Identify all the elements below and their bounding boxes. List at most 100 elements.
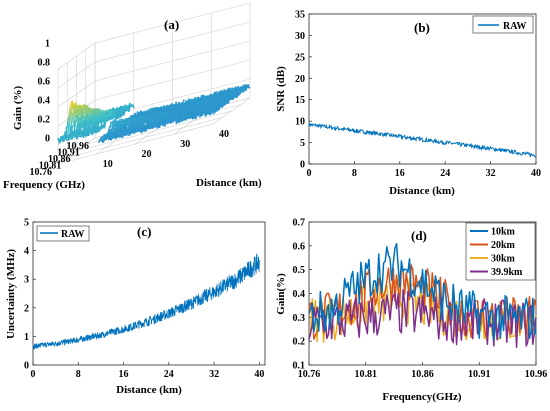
panel-a-surface-segment: [235, 89, 238, 92]
panel-a-surface-segment: [213, 104, 216, 107]
panel-a-frequency-tick-label: 10.86: [48, 154, 71, 165]
panel-a: (a) 00.20.40.60.81 10.9610.9110.8610.811…: [3, 2, 262, 191]
panel-a-surface-segment: [208, 112, 211, 115]
panel-a-surface-segment: [156, 115, 159, 119]
panel-d-ticks: 10.76 10.81 10.86 10.91 10.960.10.20.30.40.5…: [293, 218, 548, 381]
panel-a-z-tick-label: 0: [45, 134, 50, 145]
panel-a-surface-segment: [235, 96, 237, 99]
panel-a-surface-segment: [81, 116, 84, 119]
panel-c-x-tick-label: 8: [76, 369, 81, 380]
panel-c-raw-noise-band: [32, 253, 260, 350]
panel-a-surface-segment: [118, 127, 121, 131]
panel-c-y-tick-label: 5: [24, 218, 29, 229]
panel-a-surface-segment: [82, 120, 85, 125]
panel-c-ticks: 0 8 16 24 32 40 0 1 2 3 4 5: [24, 218, 264, 381]
panel-c-axes-box: [32, 221, 266, 366]
panel-a-surface-segment: [128, 132, 132, 136]
panel-a-surface-segment: [206, 97, 209, 100]
panel-a-surface-segment: [130, 129, 133, 132]
panel-a-surface-segment: [145, 124, 148, 131]
panel-a-surface-segment: [159, 123, 163, 126]
panel-a-surface-segment: [114, 123, 117, 128]
panel-a-surface-segment: [80, 134, 83, 137]
panel-a-surface-segment: [123, 131, 126, 135]
panel-a-surface-segment: [70, 122, 73, 126]
panel-a-surface-segment: [214, 92, 217, 95]
panel-a-surface-segment: [68, 106, 72, 112]
panel-a-surface-segment: [70, 110, 73, 115]
panel-a-surface-segment: [125, 122, 128, 125]
panel-a-surface-segment: [134, 128, 136, 130]
panel-b-legend: RAW: [472, 15, 534, 34]
panel-b-y-tick-label: 35: [295, 10, 305, 21]
panel-a-surface-segment: [164, 119, 168, 122]
panel-a-surface-segment: [68, 121, 71, 125]
panel-a-surface-segment: [182, 112, 185, 115]
panel-a-surface-segment: [231, 90, 233, 93]
panel-a-surface-segment: [93, 113, 96, 121]
panel-a-surface-segment: [78, 113, 81, 117]
panel-a-surface-segment: [216, 97, 219, 100]
panel-a-surface-segment: [98, 110, 101, 113]
panel-a-z-tick-label: 0.8: [38, 58, 51, 69]
panel-a-surface-segment: [79, 128, 82, 131]
panel-a-surface-segment: [146, 121, 149, 124]
panel-a-surface-segment: [121, 132, 124, 138]
panel-a-surface-segment: [76, 137, 78, 140]
panel-a-surface-segment: [139, 122, 141, 125]
panel-a-surface-segment: [187, 117, 189, 120]
panel-a-surface-segment: [132, 104, 135, 109]
panel-a-surface-segment: [136, 115, 139, 118]
panel-a-surface-segment: [67, 118, 70, 122]
panel-a-surface-segment: [241, 89, 244, 92]
panel-a-surface-segment: [85, 119, 88, 122]
panel-a-surface-segment: [149, 109, 152, 112]
panel-a-distance-tick-label: 20: [142, 149, 152, 160]
panel-c-raw-line: [32, 253, 260, 350]
panel-b-y-tick-label: 30: [295, 31, 305, 42]
panel-a-surface-segment: [81, 112, 85, 117]
panel-a-surface-segment: [108, 134, 111, 137]
panel-a-surface-segment: [131, 117, 134, 121]
panel-a-surface-segment: [245, 89, 247, 92]
panel-a-surface-segment: [197, 109, 200, 112]
panel-a-surface-segment: [77, 105, 81, 111]
panel-a-surface-segment: [90, 129, 93, 133]
panel-a-surface-segment: [231, 92, 234, 96]
panel-a-surface-segment: [101, 114, 105, 119]
panel-a-surface-segment: [168, 120, 171, 124]
panel-a-surface-segment: [123, 111, 126, 116]
panel-a-frequency-tick-label: 10.96: [67, 141, 90, 152]
panel-a-surface-segment: [66, 120, 69, 129]
panel-c-y-tick-label: 2: [24, 303, 29, 314]
panel-a-surface-segment: [123, 105, 126, 108]
panel-a-surface-segment: [92, 129, 95, 133]
panel-a-surface-segment: [104, 122, 107, 126]
panel-a-surface-segment: [137, 125, 140, 128]
panel-b-raw-line: [308, 122, 537, 158]
panel-a-surface-segment: [239, 91, 242, 94]
panel-b-x-tick-label: 40: [531, 168, 541, 179]
panel-a-surface-segment: [229, 95, 232, 99]
panel-a-surface-segment: [205, 112, 208, 117]
panel-a-surface-segment: [142, 124, 145, 127]
panel-a-surface-segment: [157, 106, 160, 109]
panel-a-surface-segment: [156, 121, 158, 124]
panel-a-surface-segment: [70, 106, 74, 111]
panel-a-surface-segment: [107, 112, 110, 115]
panel-a-surface-segment: [223, 93, 226, 97]
panel-a-surface-segment: [83, 108, 86, 111]
panel-a-z-axis-label: Gain (%): [12, 86, 24, 131]
panel-a-surface-segment: [67, 124, 70, 133]
panel-a-frequency-axis-label: Frequency (GHz): [3, 179, 85, 191]
panel-a-distance-tick-label: 40: [219, 129, 229, 140]
panel-a-surface-segment: [94, 116, 97, 120]
panel-a-surface-segment: [105, 135, 108, 138]
panel-a-surface-segment: [73, 113, 76, 118]
panel-a-surface-segment: [87, 112, 90, 120]
panel-a-surface-segment: [99, 119, 102, 122]
panel-c-label: (c): [137, 224, 151, 239]
panel-a-surface-segment: [109, 122, 112, 128]
panel-b-label: (b): [414, 20, 430, 35]
